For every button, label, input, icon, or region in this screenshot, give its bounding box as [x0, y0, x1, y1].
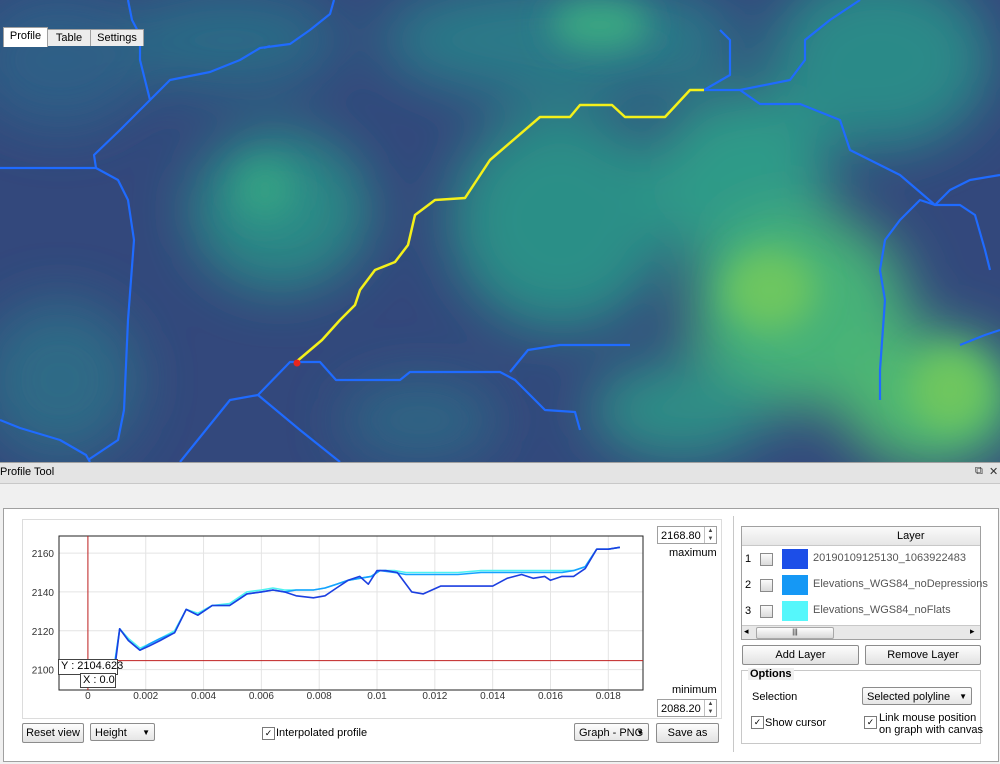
- dem-terrain-shading: [0, 0, 1000, 462]
- chevron-down-icon: ▼: [636, 728, 644, 737]
- profile-cursor-marker: [293, 359, 301, 367]
- profile-polyline[interactable]: [295, 88, 704, 363]
- layer-color-swatch[interactable]: [782, 575, 808, 595]
- restore-icon[interactable]: ⧉: [975, 465, 983, 477]
- layer-color-swatch[interactable]: [782, 549, 808, 569]
- layer-row[interactable]: 3 Elevations_WGS84_noFlats: [742, 599, 980, 624]
- reset-view-button[interactable]: Reset view: [22, 723, 84, 743]
- layer-checkbox[interactable]: [760, 605, 773, 618]
- min-label: minimum: [672, 684, 717, 696]
- show-cursor-checkbox[interactable]: ✓: [751, 716, 764, 729]
- remove-layer-button[interactable]: Remove Layer: [865, 645, 981, 665]
- layer-color-swatch[interactable]: [782, 601, 808, 621]
- close-icon[interactable]: ✕: [989, 466, 999, 478]
- chart-frame: [22, 519, 722, 719]
- layer-row-number: 3: [745, 605, 752, 617]
- panel-title: Profile Tool: [0, 466, 55, 478]
- map-view[interactable]: [0, 0, 1000, 462]
- stream-network: [0, 0, 1000, 462]
- layer-table: Layer 1 20190109125130_1063922483 2 Elev…: [741, 526, 988, 640]
- export-format-value: Graph - PNG: [579, 727, 644, 739]
- min-value: 2088.20: [661, 703, 701, 715]
- interpolated-profile-label: Interpolated profile: [276, 727, 368, 739]
- panel-divider: [733, 516, 734, 752]
- layer-name: Elevations_WGS84_noDepressions: [813, 578, 988, 590]
- max-spinbox[interactable]: 2168.80 ▲ ▼: [657, 526, 717, 544]
- layer-table-hscrollbar[interactable]: ◂ ||| ▸: [742, 625, 980, 639]
- cursor-y-text: Y : 2104.623: [61, 660, 124, 672]
- scroll-thumb[interactable]: |||: [756, 627, 834, 639]
- layer-row-number: 1: [745, 553, 752, 565]
- layer-table-header: Layer: [742, 527, 980, 546]
- layer-checkbox[interactable]: [760, 579, 773, 592]
- min-spinbox[interactable]: 2088.20 ▲ ▼: [657, 699, 717, 717]
- spin-arrows-icon[interactable]: ▲ ▼: [704, 527, 716, 543]
- selection-label: Selection: [752, 691, 798, 703]
- selection-value: Selected polyline: [867, 691, 951, 703]
- max-value: 2168.80: [661, 530, 701, 542]
- profile-mode-combo[interactable]: Height ▼: [90, 723, 155, 741]
- save-as-button[interactable]: Save as: [656, 723, 719, 743]
- tab-settings[interactable]: Settings: [90, 29, 144, 46]
- show-cursor-label: Show cursor: [765, 717, 827, 729]
- dem-terrain-highlights: [235, 0, 990, 430]
- link-mouse-checkbox[interactable]: ✓: [864, 716, 877, 729]
- cursor-x-text: X : 0.0: [83, 674, 115, 686]
- options-group: [741, 670, 981, 744]
- spin-arrows-icon[interactable]: ▲ ▼: [704, 700, 716, 716]
- map-canvas[interactable]: [0, 0, 1000, 462]
- layer-checkbox[interactable]: [760, 553, 773, 566]
- layer-row[interactable]: 1 20190109125130_1063922483: [742, 547, 980, 572]
- scroll-left-icon[interactable]: ◂: [744, 626, 749, 636]
- scroll-right-icon[interactable]: ▸: [970, 626, 975, 636]
- link-mouse-label-line1: Link mouse position: [879, 712, 977, 724]
- layer-row-number: 2: [745, 579, 752, 591]
- selection-combo[interactable]: Selected polyline ▼: [862, 687, 972, 705]
- panel-titlebar: Profile Tool ⧉ ✕: [0, 463, 1000, 484]
- layer-row[interactable]: 2 Elevations_WGS84_noDepressions: [742, 573, 988, 598]
- tab-profile[interactable]: Profile: [3, 27, 48, 47]
- interpolated-profile-checkbox[interactable]: ✓: [262, 727, 275, 740]
- layer-name: Elevations_WGS84_noFlats: [813, 604, 951, 616]
- profile-mode-value: Height: [95, 727, 127, 739]
- chevron-down-icon: ▼: [959, 692, 967, 701]
- export-format-combo[interactable]: Graph - PNG ▼: [574, 723, 649, 741]
- options-title: Options: [748, 668, 794, 680]
- add-layer-button[interactable]: Add Layer: [742, 645, 859, 665]
- max-label: maximum: [669, 547, 717, 559]
- chevron-down-icon: ▼: [142, 728, 150, 737]
- cursor-x-readout: X : 0.0: [80, 673, 116, 688]
- layer-column-header: Layer: [897, 530, 925, 542]
- tab-table[interactable]: Table: [47, 29, 91, 46]
- link-mouse-label-line2: on graph with canvas: [879, 724, 983, 736]
- layer-name: 20190109125130_1063922483: [813, 552, 966, 564]
